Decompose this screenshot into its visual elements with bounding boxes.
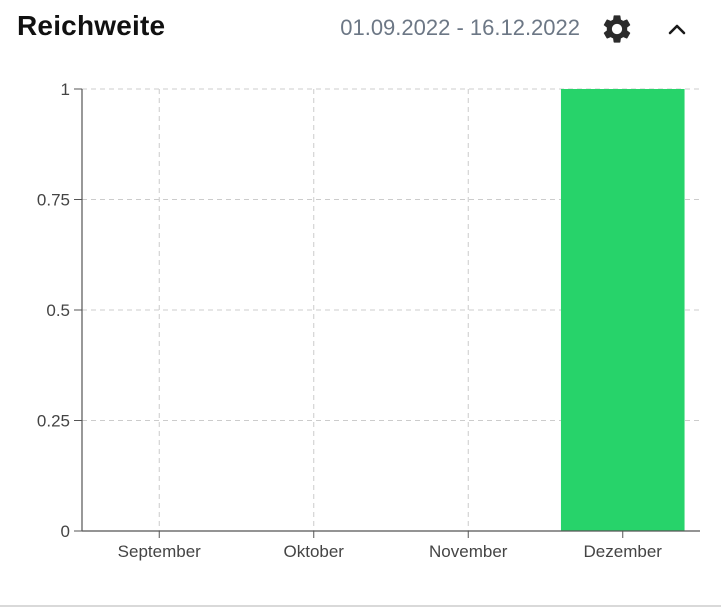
x-tick-label: Oktober bbox=[284, 542, 345, 561]
y-tick-label: 1 bbox=[61, 80, 70, 99]
settings-button[interactable] bbox=[600, 12, 634, 46]
bottom-divider bbox=[0, 605, 721, 607]
chart-tick-labels: 0 0.25 0.5 0.75 1 September Oktober November Dez… bbox=[37, 80, 662, 561]
x-tick-label: November bbox=[429, 542, 508, 561]
chevron-up-icon bbox=[668, 24, 686, 35]
chart-axes bbox=[74, 88, 700, 538]
y-tick-label: 0 bbox=[61, 522, 70, 541]
gear-icon bbox=[603, 15, 631, 43]
bar-dezember bbox=[560, 89, 685, 531]
collapse-button[interactable] bbox=[662, 14, 692, 44]
y-tick-label: 0.75 bbox=[37, 191, 70, 210]
widget-title: Reichweite bbox=[17, 10, 166, 41]
x-tick-label: September bbox=[118, 542, 201, 561]
y-tick-label: 0.5 bbox=[46, 301, 70, 320]
y-tick-label: 0.25 bbox=[37, 412, 70, 431]
chart-bars bbox=[560, 89, 685, 531]
date-range-picker[interactable]: 01.09.2022 - 16.12.2022 bbox=[340, 15, 580, 40]
x-tick-label: Dezember bbox=[584, 542, 663, 561]
